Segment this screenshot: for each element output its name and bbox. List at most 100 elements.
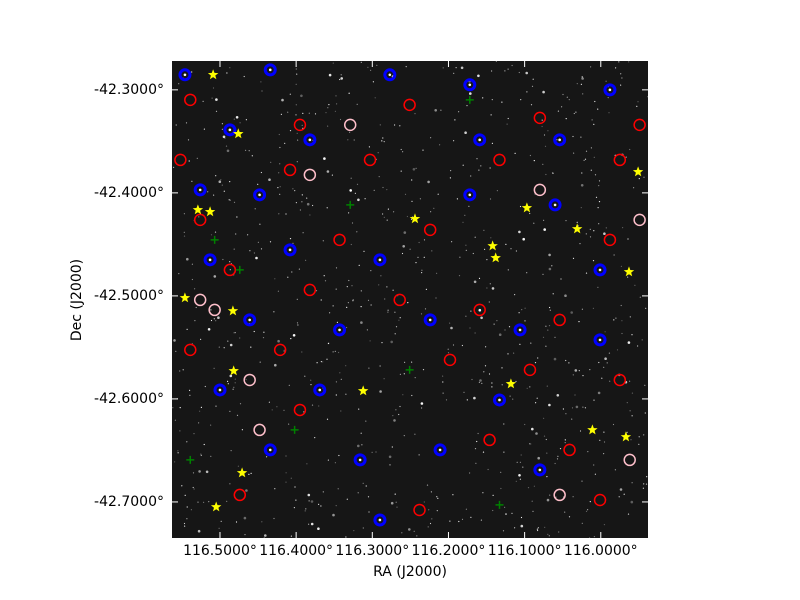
background-star <box>327 125 329 127</box>
background-star <box>324 280 327 282</box>
background-star <box>350 243 352 246</box>
background-star <box>318 503 320 505</box>
source-marker <box>253 423 266 437</box>
marker-core <box>288 248 292 252</box>
background-star <box>450 170 452 172</box>
background-star <box>469 327 471 329</box>
background-star <box>254 208 256 210</box>
background-star <box>492 509 494 512</box>
background-star <box>423 501 425 503</box>
background-star <box>381 342 383 344</box>
background-star <box>351 222 354 224</box>
background-star <box>418 454 420 456</box>
background-star <box>205 470 209 474</box>
background-star <box>558 531 560 533</box>
background-star <box>327 107 329 109</box>
background-star <box>564 442 566 444</box>
background-star <box>643 434 645 436</box>
background-star <box>336 103 338 105</box>
background-star <box>578 225 580 227</box>
background-star <box>409 248 411 250</box>
source-marker <box>513 323 527 337</box>
background-star <box>222 135 226 139</box>
background-star <box>367 66 369 68</box>
background-star <box>519 343 521 345</box>
source-marker <box>533 463 547 477</box>
background-star <box>268 401 270 403</box>
background-star <box>496 190 498 192</box>
background-star <box>189 389 191 391</box>
background-star <box>230 450 232 452</box>
marker-ring <box>473 133 487 147</box>
marker-core <box>468 193 472 197</box>
background-star <box>593 399 595 401</box>
background-star <box>533 485 536 487</box>
background-star <box>198 422 200 424</box>
source-marker <box>483 433 496 447</box>
background-star <box>262 337 265 339</box>
background-star <box>631 392 634 394</box>
source-marker <box>593 263 607 277</box>
background-star <box>335 288 337 290</box>
background-star <box>557 110 560 112</box>
background-star <box>554 462 556 465</box>
background-star <box>179 407 181 409</box>
background-star <box>285 455 287 457</box>
background-star <box>603 366 605 368</box>
background-star <box>390 340 394 344</box>
background-star <box>332 351 334 353</box>
background-star <box>184 525 186 527</box>
background-star <box>505 243 507 245</box>
background-star <box>227 340 229 342</box>
background-star <box>323 157 326 160</box>
background-star <box>393 419 396 422</box>
background-star <box>177 452 179 454</box>
background-star <box>243 75 245 78</box>
background-star <box>332 62 334 64</box>
background-star <box>547 329 549 331</box>
source-marker <box>207 69 219 80</box>
source-marker <box>210 235 219 244</box>
background-star <box>183 235 186 237</box>
background-star <box>183 231 185 233</box>
background-star <box>491 142 493 144</box>
background-star <box>565 220 567 222</box>
background-star <box>484 365 487 367</box>
background-star <box>274 278 276 280</box>
background-star <box>213 275 217 278</box>
marker-ring <box>463 188 477 202</box>
background-star <box>218 346 220 348</box>
background-star <box>403 231 407 234</box>
background-star <box>422 369 425 371</box>
background-star <box>322 240 324 242</box>
marker-core <box>388 73 392 77</box>
background-star <box>481 382 483 384</box>
background-star <box>392 289 394 291</box>
background-star <box>645 307 647 309</box>
background-star <box>269 241 272 243</box>
background-star <box>306 463 308 465</box>
marker-ring <box>223 123 237 137</box>
y-tick-label: -42.5000° <box>94 288 164 304</box>
background-star <box>302 232 304 234</box>
background-star <box>310 379 312 381</box>
background-star <box>608 112 610 114</box>
background-star <box>340 77 344 80</box>
background-star <box>349 131 351 133</box>
source-marker <box>490 252 501 263</box>
background-star <box>291 271 293 273</box>
background-star <box>399 125 401 127</box>
background-star <box>584 158 587 160</box>
background-star <box>362 527 364 529</box>
background-star <box>177 450 179 452</box>
background-star <box>253 252 255 254</box>
background-star <box>562 93 564 96</box>
background-star <box>312 204 314 207</box>
background-star <box>379 365 381 367</box>
background-star <box>537 357 539 359</box>
background-star <box>310 500 314 503</box>
background-star <box>529 154 532 157</box>
background-star <box>488 373 491 375</box>
background-star <box>493 323 495 325</box>
background-star <box>618 61 620 63</box>
